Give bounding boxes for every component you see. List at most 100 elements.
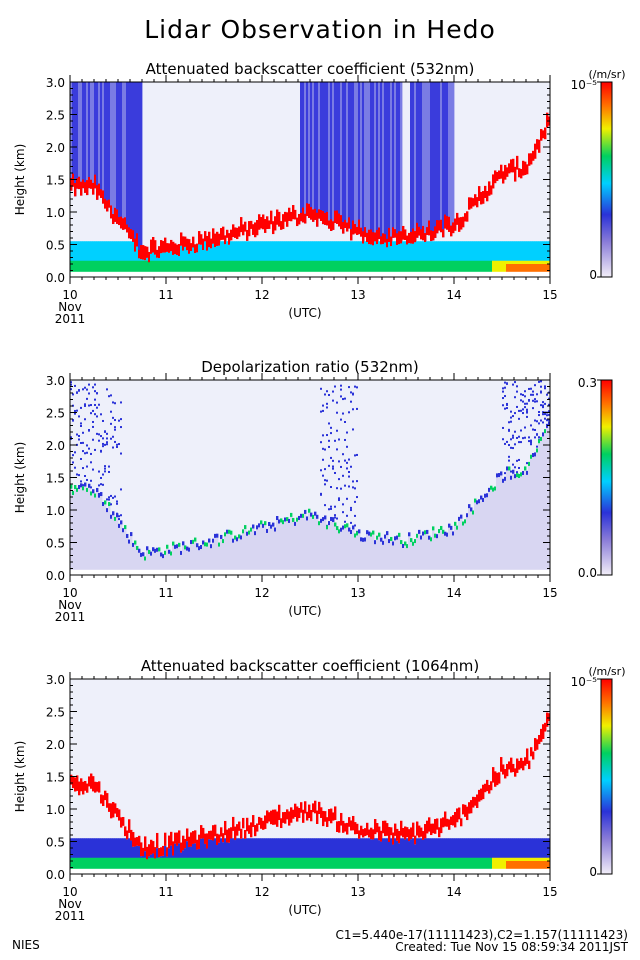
- heatmap-cell: [482, 857, 485, 874]
- heatmap-cell: [106, 508, 109, 513]
- heatmap-cell: [286, 857, 289, 874]
- heatmap-cell: [350, 529, 353, 534]
- heatmap-speckle: [522, 412, 524, 415]
- heatmap-cell: [526, 164, 529, 175]
- heatmap-cell: [154, 552, 157, 575]
- heatmap-speckle: [106, 437, 108, 440]
- heatmap-speckle: [98, 433, 100, 436]
- heatmap-speckle: [84, 404, 86, 407]
- heatmap-cell: [130, 829, 133, 841]
- heatmap-cell: [344, 82, 347, 228]
- heatmap-cell: [212, 260, 215, 277]
- heatmap-cell: [88, 241, 91, 277]
- heatmap-cell: [412, 838, 415, 874]
- heatmap-speckle: [534, 428, 536, 431]
- heatmap-cell: [70, 177, 73, 191]
- heatmap-cell: [282, 812, 285, 823]
- heatmap-cell: [126, 857, 129, 874]
- heatmap-cell: [200, 825, 203, 839]
- heatmap-cell: [138, 548, 141, 553]
- heatmap-speckle: [112, 496, 114, 499]
- y-tick-label: 2.0: [46, 141, 65, 155]
- heatmap-cell: [448, 241, 451, 277]
- heatmap-cell: [258, 838, 261, 874]
- heatmap-cell: [382, 540, 385, 545]
- heatmap-cell: [386, 857, 389, 874]
- heatmap-cell: [198, 834, 201, 849]
- heatmap-cell: [426, 820, 429, 834]
- heatmap-speckle: [348, 458, 350, 461]
- heatmap-cell: [424, 530, 427, 535]
- heatmap-cell: [312, 514, 315, 519]
- heatmap-speckle: [326, 479, 328, 482]
- heatmap-cell: [434, 260, 437, 277]
- heatmap-cell: [358, 529, 361, 534]
- heatmap-speckle: [84, 452, 86, 455]
- heatmap-speckle: [78, 389, 80, 392]
- heatmap-cell: [264, 260, 267, 277]
- heatmap-cell: [354, 537, 357, 575]
- heatmap-cell: [74, 838, 77, 874]
- heatmap-cell: [376, 838, 379, 874]
- heatmap-cell: [452, 82, 455, 234]
- heatmap-cell: [520, 838, 523, 874]
- heatmap-cell: [508, 163, 511, 174]
- heatmap-speckle: [326, 402, 328, 405]
- heatmap-speckle: [102, 445, 104, 448]
- heatmap-cell: [238, 534, 241, 539]
- heatmap-cell: [214, 533, 217, 538]
- heatmap-cell: [164, 550, 167, 555]
- heatmap-cell: [146, 846, 149, 860]
- heatmap-cell: [406, 260, 409, 277]
- heatmap-cell: [242, 857, 245, 874]
- y-tick-label: 1.0: [46, 206, 65, 220]
- heatmap-cell: [160, 847, 163, 857]
- heatmap-cell: [118, 523, 121, 528]
- heatmap-cell: [362, 82, 365, 244]
- heatmap-cell: [188, 260, 191, 277]
- heatmap-cell: [388, 857, 391, 874]
- heatmap-cell: [290, 211, 293, 222]
- heatmap-cell: [474, 194, 477, 206]
- heatmap-cell: [536, 139, 539, 150]
- heatmap-cell: [468, 260, 471, 277]
- heatmap-cell: [446, 216, 449, 230]
- heatmap-cell: [188, 857, 191, 874]
- heatmap-cell: [236, 241, 239, 277]
- heatmap-cell: [440, 82, 443, 233]
- heatmap-cell: [428, 241, 431, 277]
- heatmap-cell: [108, 502, 111, 507]
- heatmap-cell: [380, 830, 383, 842]
- heatmap-cell: [340, 82, 343, 230]
- heatmap-cell: [432, 82, 435, 241]
- heatmap-speckle: [328, 445, 330, 448]
- heatmap-cell: [280, 857, 283, 874]
- heatmap-cell: [450, 525, 453, 530]
- heatmap-cell: [420, 827, 423, 837]
- heatmap-speckle: [342, 511, 344, 514]
- heatmap-cell: [382, 233, 385, 245]
- heatmap-cell: [428, 817, 431, 832]
- heatmap-cell: [334, 241, 337, 277]
- heatmap-cell: [340, 215, 343, 230]
- heatmap-cell: [206, 857, 209, 874]
- x-tick-label: 13: [350, 586, 365, 600]
- heatmap-speckle: [504, 386, 506, 389]
- heatmap-speckle: [336, 487, 338, 490]
- heatmap-cell: [248, 534, 251, 575]
- heatmap-cell: [102, 241, 105, 277]
- heatmap-cell: [254, 838, 257, 874]
- y-tick-label: 2.0: [46, 439, 65, 453]
- heatmap-cell: [292, 521, 295, 575]
- heatmap-speckle: [356, 407, 358, 410]
- heatmap-cell: [482, 784, 485, 800]
- heatmap-cell: [394, 823, 397, 836]
- heatmap-cell: [246, 857, 249, 874]
- heatmap-speckle: [80, 457, 82, 460]
- heatmap-cell: [332, 260, 335, 277]
- heatmap-cell: [400, 260, 403, 277]
- heatmap-cell: [166, 260, 169, 277]
- heatmap-cell: [342, 857, 345, 874]
- heatmap-cell: [86, 260, 89, 277]
- x-tick-label: 11: [158, 885, 173, 899]
